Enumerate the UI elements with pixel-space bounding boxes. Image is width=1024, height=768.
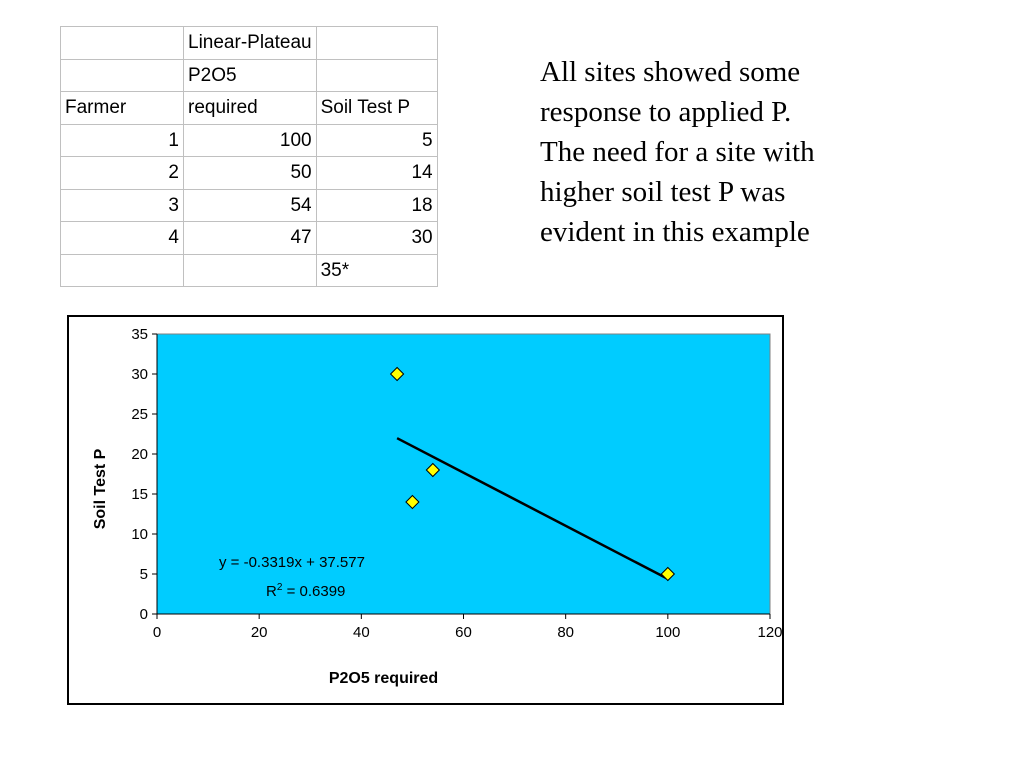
- table-cell: 3: [60, 188, 184, 222]
- table-cell: 5: [315, 123, 438, 157]
- table-cell: [60, 253, 184, 287]
- y-axis-title: Soil Test P: [92, 448, 109, 529]
- table-row: P2O5: [60, 58, 438, 92]
- r-squared-value: = 0.6399: [282, 583, 345, 600]
- table-cell: required: [183, 91, 317, 125]
- x-tick-label: 20: [251, 624, 268, 641]
- y-tick-label: 10: [131, 526, 148, 543]
- y-tick-label: 35: [131, 326, 148, 343]
- table-cell: 30: [315, 221, 438, 255]
- table-cell: [183, 253, 317, 287]
- data-point-marker: [660, 566, 676, 582]
- table-cell: Linear-Plateau: [183, 26, 317, 60]
- y-tick-label: 20: [131, 446, 148, 463]
- table-cell: [60, 26, 184, 60]
- x-tick-label: 120: [757, 624, 782, 641]
- x-tick-label: 100: [655, 624, 680, 641]
- table-cell: 2: [60, 156, 184, 190]
- table-cell: 47: [183, 221, 317, 255]
- data-point-marker: [425, 462, 441, 478]
- chart-svg: 0 5 10 15 20 25 30 35 0 20 40 60 80 100 120 P2O5 requir…: [92, 326, 783, 687]
- description-line: The need for a site with: [540, 136, 815, 168]
- y-tick-label: 30: [131, 366, 148, 383]
- x-tick-label: 40: [353, 624, 370, 641]
- trendline-r-squared: R2 = 0.6399: [266, 582, 345, 600]
- table-cell: 100: [183, 123, 317, 157]
- table-row: Farmer required Soil Test P: [60, 91, 438, 125]
- table-cell: 4: [60, 221, 184, 255]
- x-tick-label: 60: [455, 624, 472, 641]
- table-cell: 18: [315, 188, 438, 222]
- description-line: response to applied P.: [540, 96, 792, 128]
- table-cell: 50: [183, 156, 317, 190]
- trendline-equation: y = -0.3319x + 37.577: [219, 554, 365, 571]
- scatter-chart: 0 5 10 15 20 25 30 35 0 20 40 60 80 100 120 P2O5 requir…: [67, 315, 784, 705]
- x-tick-label: 80: [557, 624, 574, 641]
- description-line: evident in this example: [540, 216, 810, 248]
- r-squared-symbol: R: [266, 583, 277, 600]
- data-table: Linear-Plateau P2O5 Farmer required Soil Tes…: [60, 26, 438, 287]
- y-tick-label: 25: [131, 406, 148, 423]
- table-row: 35*: [60, 253, 438, 287]
- table-cell: 54: [183, 188, 317, 222]
- data-point-marker: [405, 494, 420, 510]
- table-cell: P2O5: [183, 58, 317, 92]
- table-cell: [315, 26, 438, 60]
- table-cell: Soil Test P: [315, 91, 438, 125]
- table-row: 2 50 14: [60, 156, 438, 190]
- table-row: 3 54 18: [60, 188, 438, 222]
- y-tick-label: 0: [140, 606, 148, 623]
- table-cell: 1: [60, 123, 184, 157]
- trendline: [396, 437, 669, 581]
- table-cell: [315, 58, 438, 92]
- data-point-marker: [389, 366, 405, 382]
- table-cell: 14: [315, 156, 438, 190]
- table-cell: 35*: [315, 253, 438, 287]
- description-line: higher soil test P was: [540, 176, 786, 208]
- table-cell: Farmer: [60, 91, 184, 125]
- table-row: 1 100 5: [60, 123, 438, 157]
- x-axis-title: P2O5 required: [329, 670, 438, 687]
- description-line: All sites showed some: [540, 56, 801, 88]
- y-tick-label: 15: [131, 486, 148, 503]
- r-squared-exponent: 2: [277, 582, 283, 593]
- table-cell: [60, 58, 184, 92]
- table-row: 4 47 30: [60, 221, 438, 255]
- description-text: All sites showed some response to applie…: [540, 52, 900, 252]
- table-row: Linear-Plateau: [60, 26, 438, 60]
- y-tick-label: 5: [140, 566, 148, 583]
- x-tick-label: 0: [153, 624, 161, 641]
